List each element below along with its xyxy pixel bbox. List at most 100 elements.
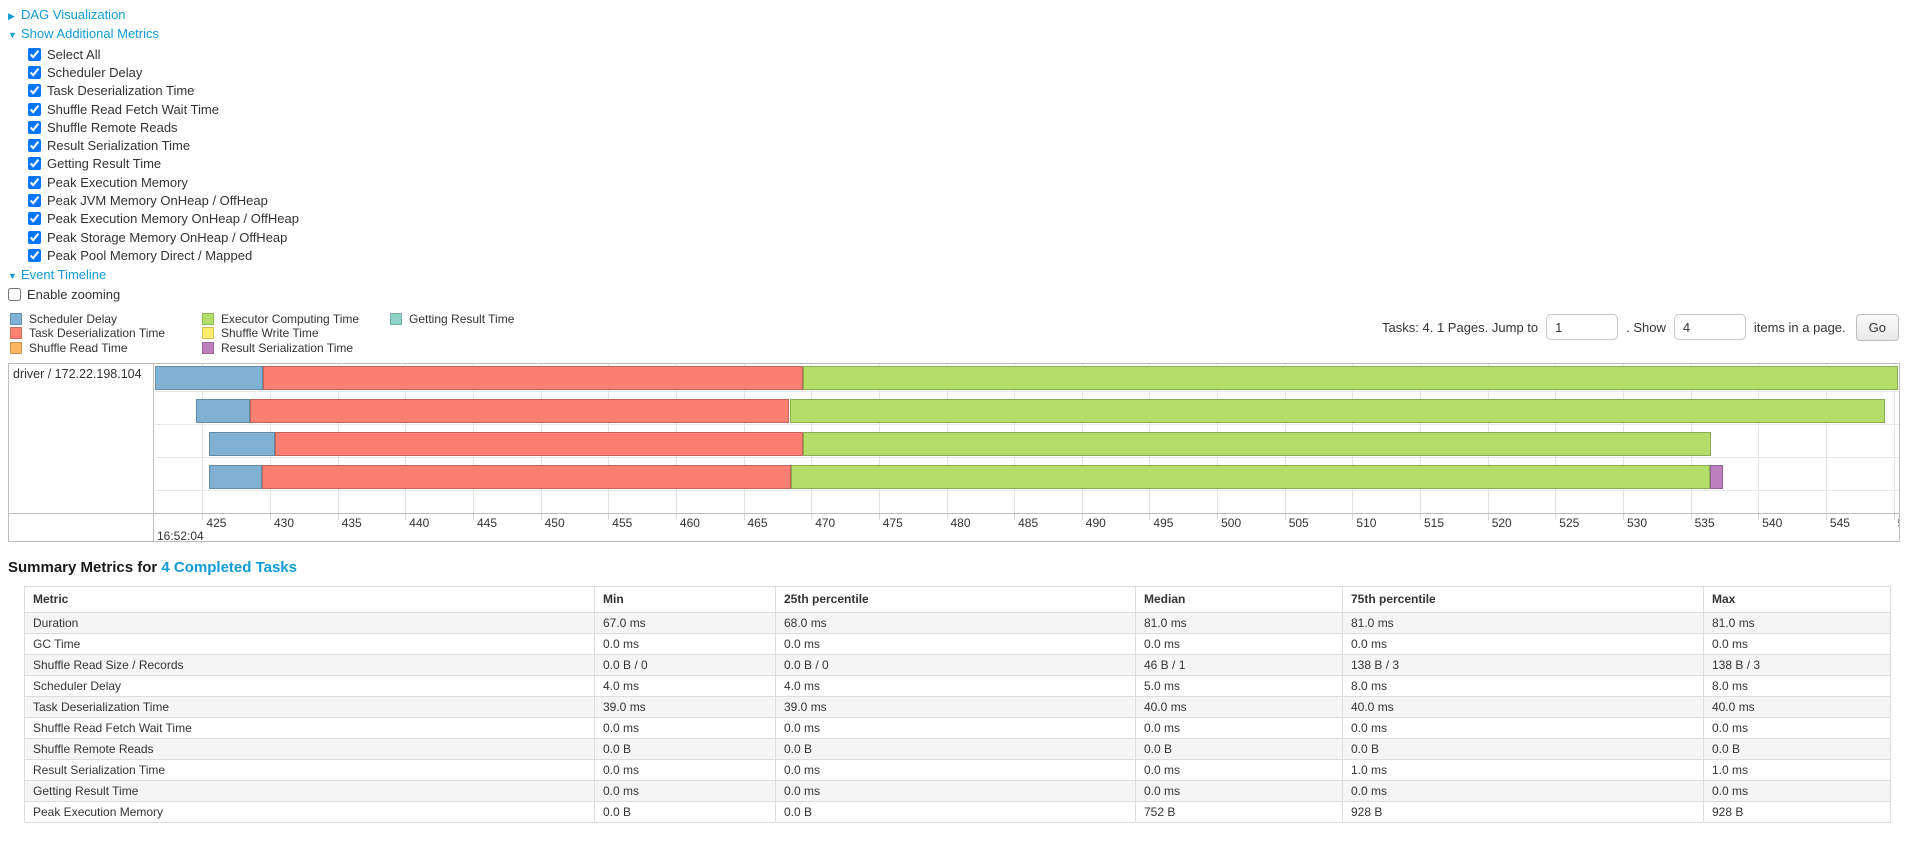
task-1-segment-task-deserialization[interactable] [249, 398, 790, 423]
metric-checkbox-peak-execution-memory-onheap-offheap[interactable] [28, 212, 41, 226]
axis-tick-mark [1284, 513, 1286, 520]
task-3-segment-result-serialization[interactable] [1709, 464, 1724, 489]
metric-option-getting-result-time[interactable]: Getting Result Time [28, 155, 1899, 173]
enable-zooming-checkbox[interactable] [8, 287, 21, 301]
event-timeline-label: Event Timeline [21, 266, 107, 282]
task-3-segment-scheduler-delay[interactable] [209, 464, 262, 489]
metric-checkbox-peak-execution-memory[interactable] [28, 175, 41, 189]
axis-tick-mark [675, 513, 677, 520]
legend-label: Shuffle Write Time [221, 326, 319, 341]
go-button[interactable]: Go [1855, 313, 1899, 341]
axis-tick-label: 440 [409, 515, 430, 530]
legend-item-executor-computing-time: Executor Computing Time [202, 312, 390, 327]
metric-option-scheduler-delay[interactable]: Scheduler Delay [28, 63, 1899, 81]
summary-header-max: Max [1703, 585, 1891, 613]
event-timeline-toggle[interactable]: ▼ Event Timeline [8, 267, 1899, 282]
metric-value-cell: 138 B / 3 [1342, 653, 1704, 676]
metric-value-cell: 0.0 B [1703, 737, 1891, 760]
metric-option-select-all[interactable]: Select All [28, 45, 1899, 63]
axis-tick-mark [946, 513, 948, 520]
metric-value-cell: 4.0 ms [775, 674, 1136, 697]
legend-label: Scheduler Delay [29, 311, 118, 326]
metric-option-shuffle-remote-reads[interactable]: Shuffle Remote Reads [28, 118, 1899, 136]
task-0-segment-scheduler-delay[interactable] [155, 365, 264, 390]
metric-checkbox-result-serialization-time[interactable] [28, 139, 41, 153]
summary-header-median: Median [1135, 585, 1343, 613]
axis-tick-mark [473, 513, 474, 520]
summary-row-shuffle-remote-reads: Shuffle Remote Reads 0.0 B 0.0 B 0.0 B 0.0 B… [24, 737, 1891, 760]
task-0-segment-task-deserialization[interactable] [263, 365, 803, 390]
gridline [1825, 363, 1827, 513]
jump-to-page-input[interactable] [1546, 314, 1619, 341]
metric-value-cell: 0.0 ms [1342, 632, 1704, 655]
task-2-segment-task-deserialization[interactable] [275, 431, 804, 456]
metric-option-peak-storage-memory-onheap-offheap[interactable]: Peak Storage Memory OnHeap / OffHeap [28, 228, 1899, 246]
metric-checkbox-label: Peak Execution Memory OnHeap / OffHeap [47, 211, 299, 227]
metric-checkbox-shuffle-remote-reads[interactable] [28, 120, 41, 134]
legend-column: Scheduler Delay Task Deserialization Time… [10, 312, 202, 356]
task-3-segment-executor-computing[interactable] [790, 464, 1710, 489]
summary-row-gc-time: GC Time 0.0 ms 0.0 ms 0.0 ms 0.0 ms 0.0 ms [24, 632, 1891, 655]
task-1-segment-scheduler-delay[interactable] [195, 398, 250, 423]
metric-option-peak-execution-memory[interactable]: Peak Execution Memory [28, 173, 1899, 191]
timeline-legend: Scheduler Delay Task Deserialization Time… [10, 312, 1899, 356]
axis-tick-mark [540, 513, 542, 520]
metric-value-cell: 40.0 ms [1135, 695, 1343, 718]
metric-option-task-deserialization-time[interactable]: Task Deserialization Time [28, 82, 1899, 100]
legend-swatch-shuffle-write-time [202, 327, 214, 340]
enable-zooming-option[interactable]: Enable zooming [8, 286, 1899, 303]
metric-checkbox-task-deserialization-time[interactable] [28, 84, 41, 98]
metric-checkbox-getting-result-time[interactable] [28, 157, 41, 171]
metric-name-cell: GC Time [24, 632, 595, 655]
show-additional-metrics-toggle[interactable]: ▼ Show Additional Metrics [8, 26, 1899, 41]
items-per-page-input[interactable] [1673, 314, 1746, 341]
task-0-segment-executor-computing[interactable] [803, 365, 1898, 390]
metric-checkbox-peak-storage-memory-onheap-offheap[interactable] [28, 230, 41, 244]
metric-checkbox-shuffle-read-fetch-wait-time[interactable] [28, 102, 41, 116]
axis-tick-label: 530 [1627, 515, 1648, 530]
axis-tick-label: 490 [1085, 515, 1106, 530]
metric-value-cell: 4.0 ms [594, 674, 776, 697]
metric-option-peak-jvm-memory-onheap-offheap[interactable]: Peak JVM Memory OnHeap / OffHeap [28, 191, 1899, 209]
metric-checkbox-select-all[interactable] [28, 47, 41, 61]
axis-tick-label: 550 [1898, 516, 1899, 530]
summary-row-shuffle-read-fetch-wait-time: Shuffle Read Fetch Wait Time 0.0 ms 0.0 ms… [24, 716, 1891, 739]
metric-value-cell: 0.0 ms [1342, 779, 1704, 802]
metric-value-cell: 0.0 ms [1703, 779, 1891, 802]
dag-visualization-toggle[interactable]: ▶ DAG Visualization [8, 7, 1899, 22]
metric-option-result-serialization-time[interactable]: Result Serialization Time [28, 136, 1899, 154]
metric-option-peak-execution-memory-onheap-offheap[interactable]: Peak Execution Memory OnHeap / OffHeap [28, 210, 1899, 228]
axis-tick-mark [1081, 513, 1083, 520]
axis-tick-mark [1217, 513, 1219, 520]
metric-value-cell: 0.0 B [1342, 737, 1704, 760]
metric-checkbox-scheduler-delay[interactable] [28, 65, 41, 79]
axis-tick-label: 480 [950, 515, 971, 530]
task-1-segment-executor-computing[interactable] [789, 398, 1886, 423]
metric-option-shuffle-read-fetch-wait-time[interactable]: Shuffle Read Fetch Wait Time [28, 100, 1899, 118]
task-2-segment-scheduler-delay[interactable] [209, 431, 276, 456]
axis-tick-mark [405, 513, 407, 520]
axis-tick-label: 465 [747, 515, 768, 530]
metrics-checkbox-list: Select All Scheduler Delay Task Deserializ… [28, 45, 1899, 265]
axis-tick-label: 475 [882, 515, 903, 530]
metric-value-cell: 40.0 ms [1703, 695, 1891, 718]
metric-checkbox-label: Shuffle Remote Reads [47, 119, 178, 135]
metric-option-peak-pool-memory-direct-mapped[interactable]: Peak Pool Memory Direct / Mapped [28, 246, 1899, 264]
task-3-segment-task-deserialization[interactable] [261, 464, 791, 489]
legend-item-getting-result-time: Getting Result Time [390, 312, 514, 327]
metric-value-cell: 0.0 ms [594, 779, 776, 802]
summary-row-result-serialization-time: Result Serialization Time 0.0 ms 0.0 ms 0.0… [24, 758, 1891, 781]
metric-checkbox-peak-pool-memory-direct-mapped[interactable] [28, 248, 41, 262]
metric-value-cell: 1.0 ms [1703, 758, 1891, 781]
metric-value-cell: 0.0 B [775, 800, 1136, 823]
gridline [1758, 363, 1760, 513]
axis-tick-label: 430 [274, 515, 295, 530]
completed-tasks-link[interactable]: 4 Completed Tasks [161, 558, 297, 576]
axis-tick-label: 485 [1018, 515, 1039, 530]
metric-checkbox-peak-jvm-memory-onheap-offheap[interactable] [28, 194, 41, 208]
metric-checkbox-label: Getting Result Time [47, 156, 162, 172]
axis-tick-label: 500 [1221, 515, 1242, 530]
task-2-segment-executor-computing[interactable] [803, 431, 1711, 456]
axis-tick-label: 450 [544, 515, 565, 530]
summary-row-scheduler-delay: Scheduler Delay 4.0 ms 4.0 ms 5.0 ms 8.0 ms 8… [24, 674, 1891, 697]
